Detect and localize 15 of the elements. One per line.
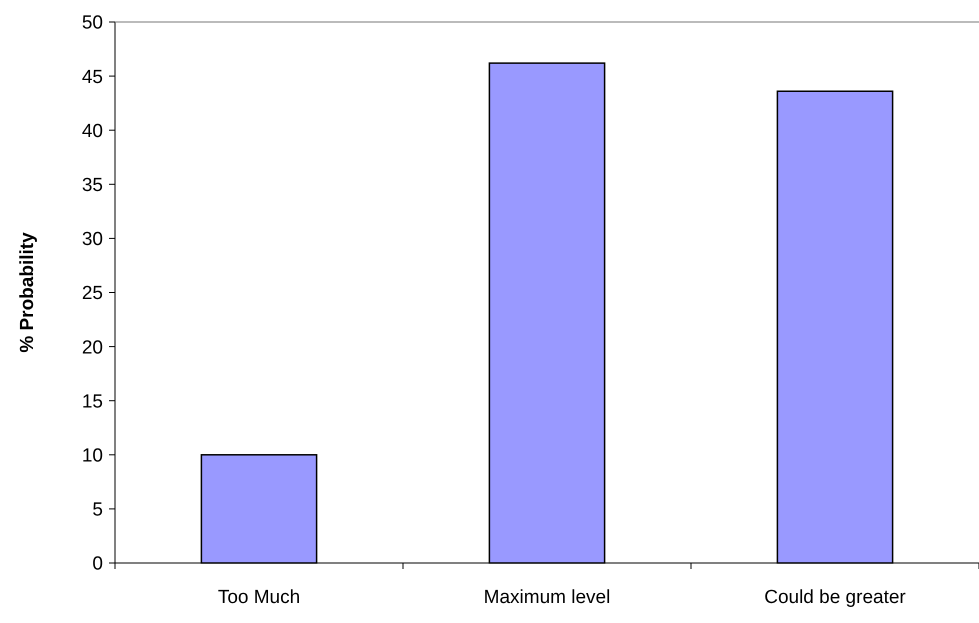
x-tick-label: Too Much	[218, 587, 300, 608]
y-tick-label: 25	[82, 283, 103, 304]
y-tick-label: 0	[92, 554, 103, 575]
y-tick-label: 5	[92, 500, 103, 521]
x-tick-label: Could be greater	[764, 587, 906, 608]
y-axis-title: % Probability	[17, 232, 38, 353]
y-tick-label: 30	[82, 229, 103, 250]
y-tick-label: 35	[82, 174, 103, 196]
y-tick-label: 50	[82, 12, 103, 34]
y-tick-label: 15	[82, 391, 103, 412]
y-tick-label: 20	[82, 337, 103, 358]
x-tick-label: Maximum level	[484, 587, 610, 608]
y-tick-label: 10	[82, 445, 103, 466]
y-tick-label: 45	[82, 66, 103, 88]
y-tick-label: 40	[82, 120, 103, 142]
